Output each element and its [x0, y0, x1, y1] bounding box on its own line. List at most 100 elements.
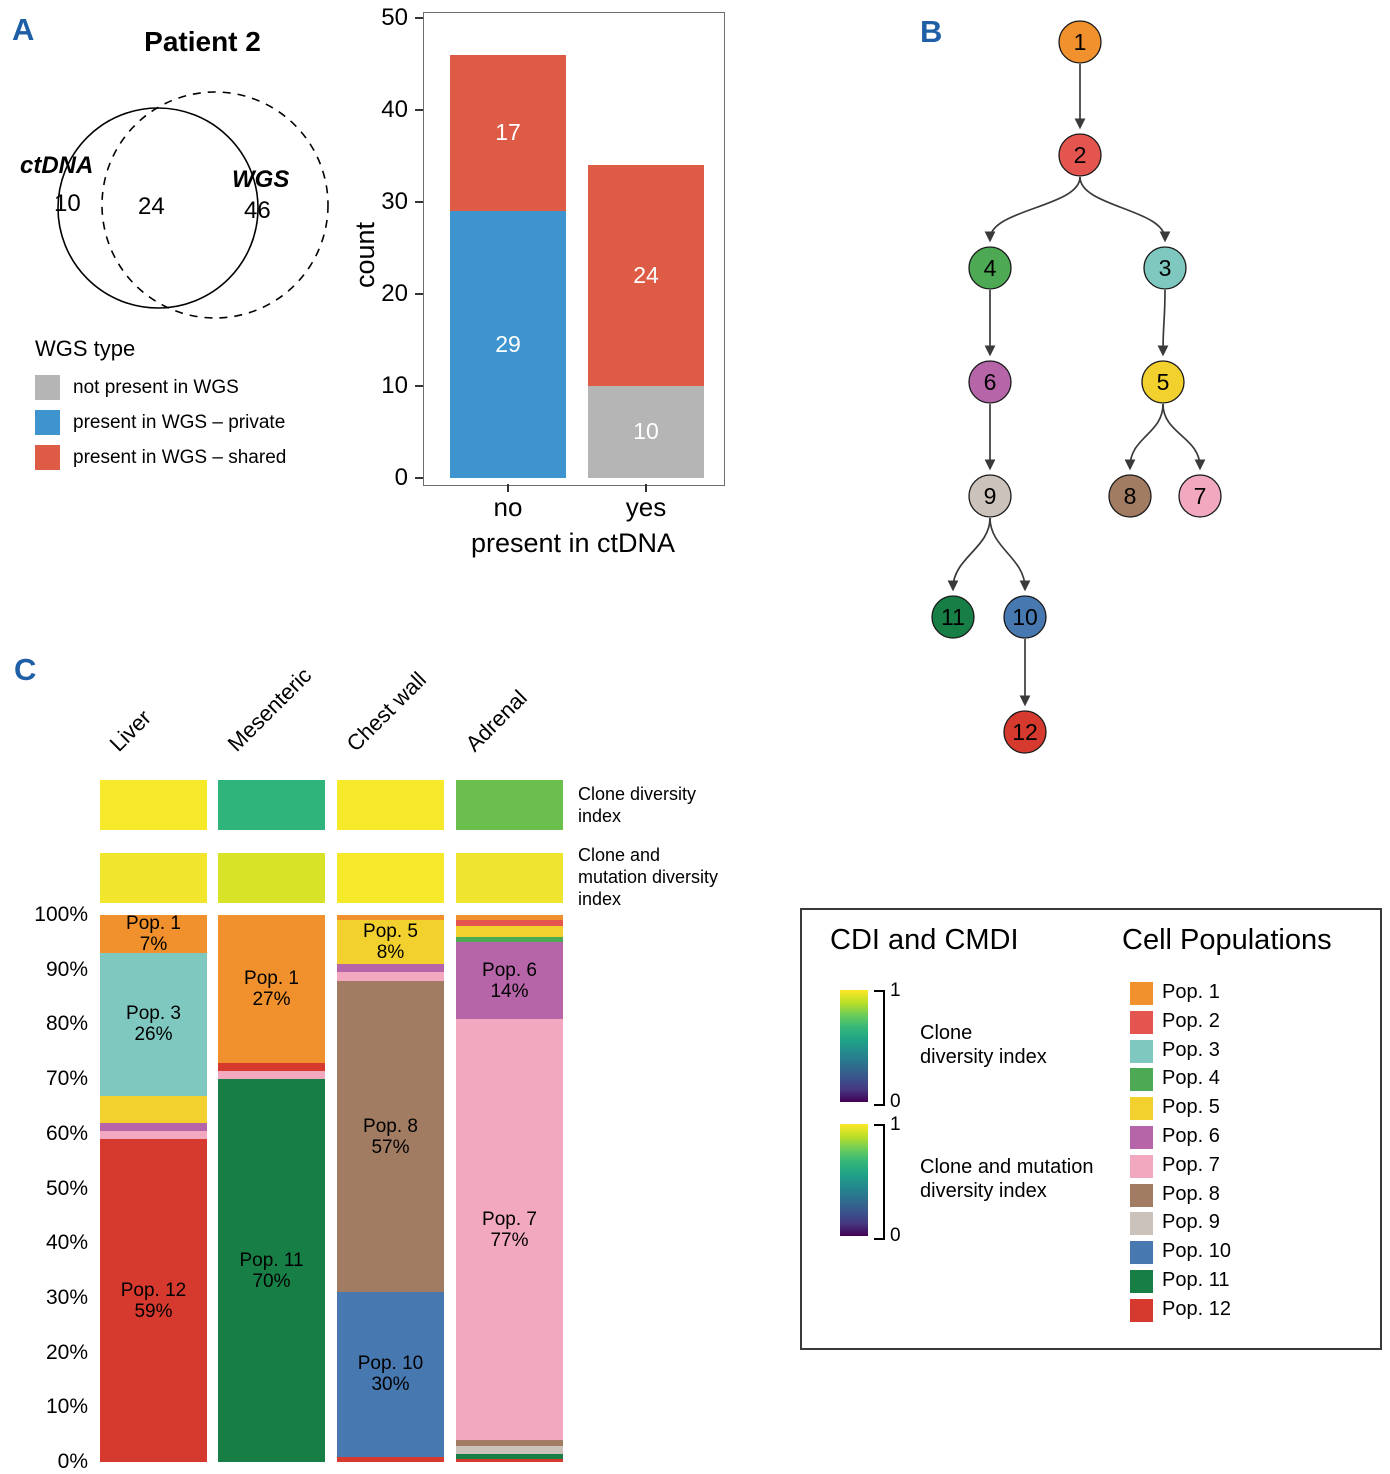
tree-node-label-6: 6 [984, 369, 997, 395]
wgs-legend-item: present in WGS – shared [35, 445, 286, 470]
tree-edge-5-8 [1124, 403, 1164, 471]
population-segment-pop8 [456, 1440, 563, 1446]
population-swatch-7 [1130, 1154, 1153, 1178]
population-segment-label: Pop. 1 27% [218, 968, 325, 1010]
percent-tick-label: 30% [45, 1285, 88, 1309]
cdi-tile-adrenal [456, 780, 563, 830]
population-legend-label-7: Pop. 7 [1162, 1153, 1220, 1176]
population-segment-pop6 [456, 942, 563, 1019]
cmdi-row-label: Clone and [578, 845, 661, 865]
tree-node-label-11: 11 [941, 604, 965, 630]
segment-label-line: Pop. 5 [363, 921, 418, 943]
tree-node-6 [968, 360, 1012, 404]
percent-tick-label: 10% [45, 1395, 88, 1419]
segment-label-line: 14% [490, 980, 529, 1002]
y-tick-label: 0 [394, 464, 408, 491]
y-tick-label: 30 [381, 188, 408, 215]
population-legend-label-6: Pop. 6 [1162, 1125, 1220, 1147]
wgs-legend-swatch [35, 445, 60, 470]
population-segment-pop8 [337, 980, 444, 1293]
cdi-tile-liver [100, 780, 207, 830]
venn-circle-wgs [101, 91, 329, 319]
y-tick-mark [415, 17, 423, 19]
segment-label-line: 77% [490, 1229, 529, 1251]
percent-tick-label: 100% [34, 903, 88, 926]
bar-segment [450, 54, 566, 212]
tree-node-label-7: 7 [1194, 483, 1207, 509]
tree-node-9 [968, 474, 1012, 518]
segment-label-line: 30% [371, 1374, 410, 1396]
segment-label-line: Pop. 1 [126, 913, 181, 935]
venn-diagram [57, 91, 329, 319]
population-segment-pop4 [456, 936, 563, 943]
tree-edge-3-5 [1157, 289, 1169, 357]
percent-tick-label: 60% [45, 1121, 88, 1145]
population-legend-label-2: Pop. 2 [1162, 1009, 1220, 1032]
percent-tick-label: 20% [45, 1340, 88, 1364]
wgs-type-legend: WGS type not present in WGS present in WG… [35, 336, 286, 480]
y-tick-label: 40 [381, 96, 408, 123]
venn-wgs-count: 46 [244, 197, 271, 224]
population-swatch-10 [1130, 1241, 1153, 1265]
population-legend-label-1: Pop. 1 [1162, 981, 1220, 1003]
wgs-legend-label: present in WGS – private [73, 411, 286, 433]
y-tick-mark [415, 201, 423, 203]
population-segment-label: Pop. 10 30% [337, 1353, 444, 1395]
sample-label-mesenteric: Mesenteric [222, 662, 317, 757]
percent-tick-label: 0% [57, 1450, 88, 1473]
percent-tick-label: 40% [45, 1231, 88, 1255]
population-segment-label: Pop. 3 26% [100, 1003, 207, 1045]
colorbar-gradient [840, 1124, 868, 1236]
tree-node-label-1: 1 [1074, 29, 1087, 55]
bar-segment [450, 211, 566, 478]
wgs-legend-label: not present in WGS [73, 376, 239, 398]
percent-tick-label: 70% [45, 1067, 88, 1091]
population-legend-label-10: Pop. 10 [1162, 1240, 1231, 1263]
population-segment-pop11 [218, 1079, 325, 1462]
segment-label-line: Pop. 11 [239, 1249, 304, 1271]
y-tick-label: 20 [381, 280, 408, 307]
population-segment-pop7 [218, 1070, 325, 1080]
x-tick-mark [645, 484, 647, 492]
cell-populations-legend-title: Cell Populations [1122, 924, 1332, 956]
population-segment-label: Pop. 1 7% [100, 913, 207, 955]
tree-edge-2-3 [1079, 176, 1171, 243]
colorbar-label: diversity index [920, 1180, 1047, 1202]
colorbar-min-label: 0 [890, 1225, 901, 1246]
figure-legend-box: CDI and CMDI Cell Populations 1 0 Clone div… [800, 908, 1382, 1350]
cmdi-tile-adrenal [456, 853, 563, 903]
y-tick-mark [415, 385, 423, 387]
population-segment-pop11 [456, 1453, 563, 1460]
x-tick-mark [507, 484, 509, 492]
cmdi-row-label: mutation diversity [578, 867, 719, 887]
population-segment-pop12 [218, 1062, 325, 1071]
wgs-legend-label: present in WGS – shared [73, 446, 287, 468]
patient-title: Patient 2 [144, 26, 261, 57]
population-segment-pop1 [456, 915, 563, 921]
colorbar-max-label: 1 [890, 980, 901, 1001]
cmdi-tile-mesenteric [218, 853, 325, 903]
x-category-label: no [493, 492, 523, 522]
venn-ctdna-label: ctDNA [20, 152, 94, 179]
population-segment-label: Pop. 8 57% [337, 1116, 444, 1158]
wgs-legend-item: not present in WGS [35, 375, 286, 400]
sample-label-chest-wall: Chest wall [341, 666, 432, 757]
population-segment-pop5 [456, 925, 563, 937]
tree-node-1 [1058, 20, 1102, 64]
population-segment-label: Pop. 5 8% [337, 921, 444, 963]
population-segment-pop10 [337, 1292, 444, 1457]
population-swatch-2 [1130, 1010, 1153, 1034]
colorbar-max-label: 1 [890, 1114, 901, 1135]
cmdi-row-label: index [578, 889, 622, 909]
population-legend-label-4: Pop. 4 [1162, 1067, 1220, 1090]
y-tick-mark [415, 109, 423, 111]
population-segment-label: Pop. 7 77% [456, 1209, 563, 1251]
population-swatch-5 [1130, 1097, 1153, 1121]
colorbar-bracket [874, 1124, 885, 1240]
bar-segment-value: 17 [495, 119, 521, 145]
cdi-tile-chest-wall [337, 780, 444, 830]
population-segment-pop2 [456, 920, 563, 926]
population-segment-label: Pop. 11 70% [218, 1250, 325, 1292]
